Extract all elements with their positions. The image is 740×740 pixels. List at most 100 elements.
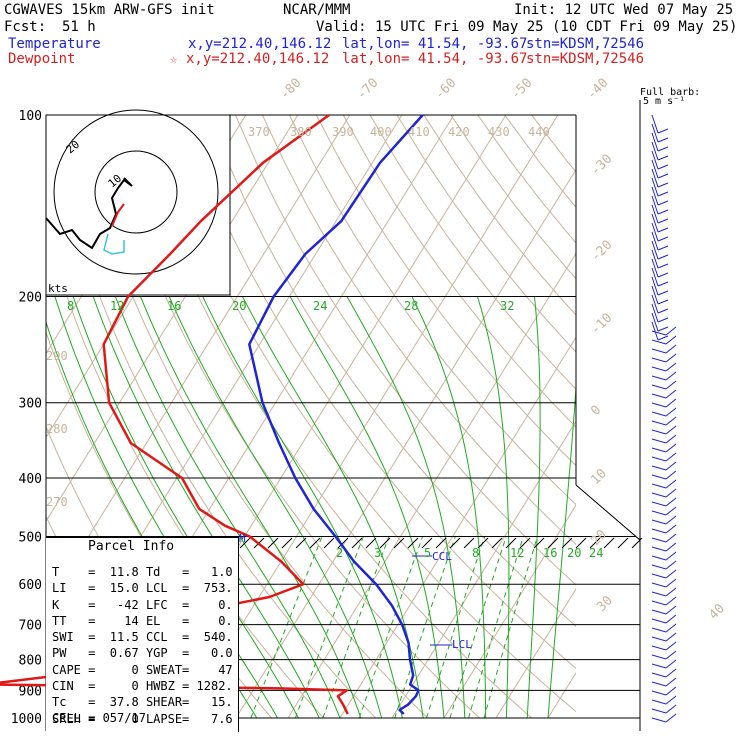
wind-barb (651, 159, 659, 179)
temperature-station: stn=KDSM,72546 (526, 36, 645, 52)
wind-barb (651, 276, 659, 296)
wind-barb (651, 177, 659, 197)
dry-adiabat (181, 115, 576, 670)
hatch-mark (239, 537, 251, 549)
wind-barb-flag (665, 650, 677, 660)
wind-barb-flag (665, 434, 677, 444)
isotherm-label: -70 (354, 76, 381, 103)
wind-barb (651, 123, 659, 143)
isotherm-line (287, 252, 576, 719)
wind-barb (651, 294, 659, 314)
hatch-mark (589, 537, 601, 549)
theta-label: 370 (248, 125, 270, 139)
wind-barb-flag (665, 560, 677, 570)
parcel-row: CIN = 0 HWBZ = 1282. (52, 678, 233, 694)
moist-adiabat-label: 16 (167, 299, 181, 313)
parcel-key: HWBZ = (145, 679, 197, 694)
isotherm-label: -80 (277, 76, 304, 103)
wind-barb (651, 303, 659, 323)
wind-barb-flag (665, 578, 677, 588)
isotherm-line (235, 168, 576, 719)
wind-barb-flag (657, 317, 669, 323)
isotherm-line (443, 504, 576, 719)
wind-barb (651, 231, 659, 251)
wind-barb (651, 402, 667, 408)
parcel-value: 540. (196, 630, 233, 645)
hodograph-trace (45, 177, 133, 250)
wind-barb-flag (657, 146, 669, 152)
wind-barb (651, 654, 667, 660)
wind-barb (651, 672, 667, 678)
wind-barb-flag (665, 659, 677, 669)
hatch-mark (547, 537, 559, 549)
wind-barb-flag (657, 299, 669, 305)
wind-barb (651, 150, 659, 170)
wind-barb (651, 348, 667, 354)
hatch-mark (603, 537, 615, 549)
mixing-ratio-line (468, 536, 524, 719)
wind-barb-flag (665, 425, 677, 435)
wind-barb (651, 582, 667, 588)
mixing-ratio-label: 12 (510, 546, 524, 560)
dry-adiabat (235, 115, 576, 586)
pressure-label-400: 400 (19, 472, 42, 487)
theta-label: 440 (528, 125, 550, 139)
isotherm-line (547, 671, 576, 719)
wind-barb (651, 492, 667, 498)
theta-label: 410 (408, 125, 430, 139)
parcel-key: SWI = (52, 630, 103, 645)
mixing-ratio-line (483, 536, 538, 719)
wind-barb-flag (665, 515, 677, 525)
mixing-ratio-label: 20 (567, 546, 581, 560)
isotherm-label: 0 (588, 403, 604, 419)
isotherm-label: -60 (432, 76, 459, 103)
wind-barb-flag (665, 605, 677, 615)
pressure-label-800: 800 (19, 654, 42, 669)
parcel-value: 0. (196, 613, 233, 628)
hatch-mark (491, 537, 503, 549)
parcel-key: SHEAR= (145, 695, 197, 710)
pressure-label-700: 700 (19, 619, 42, 634)
dewpoint-station: stn=KDSM,72546 (526, 51, 645, 67)
hatch-mark (519, 537, 531, 549)
parcel-key: K = (52, 597, 103, 612)
wind-barb-flag (657, 182, 669, 188)
wind-barb (651, 573, 667, 579)
hodograph-panel (45, 114, 231, 296)
parcel-row: PW = 0.67 YGP = 0.0 (52, 645, 233, 661)
wind-barb (651, 249, 659, 269)
moist-adiabat-label: 24 (313, 299, 327, 313)
wind-barb-flag (665, 542, 677, 552)
parcel-value: 11.8 (102, 565, 146, 579)
barb-title: Full barb: (640, 87, 700, 98)
hatch-mark (323, 537, 335, 549)
wind-barb-flag (665, 488, 677, 498)
wind-barb (651, 240, 659, 260)
parcel-key: TT = (52, 613, 103, 628)
dry-adiabat (288, 115, 576, 506)
parcel-key: LAPSE= (145, 711, 197, 726)
wind-barb (651, 699, 667, 705)
parcel-value: 0 (102, 679, 146, 694)
wind-barb (651, 195, 659, 215)
hatch-mark (365, 537, 377, 549)
wind-barb (651, 204, 659, 224)
temperature-legend-label: Temperature (8, 36, 101, 52)
moist-adiabat (477, 296, 510, 719)
dewpoint-legend-label: Dewpoint (8, 51, 76, 67)
wind-barb-flag (665, 686, 677, 696)
wind-barb-flag (657, 128, 669, 134)
theta-label: 380 (290, 125, 312, 139)
wind-barb (651, 213, 659, 233)
wind-barb-flag (665, 479, 677, 489)
temperature-coords: x,y=212.40,146.12 (188, 36, 332, 52)
dry-adiabat (208, 115, 576, 627)
hatch-mark (421, 537, 433, 549)
dewpoint-marker-icon: ☆ (170, 52, 178, 66)
wind-barb (651, 267, 659, 287)
wind-barb-flag (665, 704, 677, 714)
wind-barb-flag (665, 371, 677, 381)
wind-barb (651, 636, 667, 642)
wind-barb (651, 483, 667, 489)
parcel-value: 15. (196, 695, 233, 710)
